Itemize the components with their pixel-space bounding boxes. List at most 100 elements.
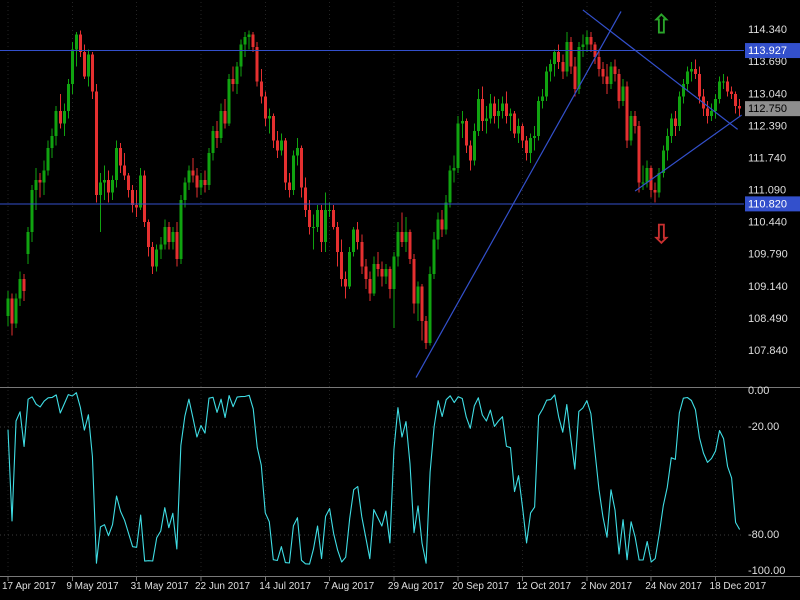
oscillator-axis-label: -80.00 xyxy=(748,529,779,541)
candle-down xyxy=(693,69,697,75)
horizontal-level-lines[interactable] xyxy=(0,50,744,205)
oscillator-axis-label: 0.00 xyxy=(748,385,769,397)
candle-up xyxy=(472,130,476,161)
candle-down xyxy=(525,140,529,154)
candle-down xyxy=(303,187,307,210)
trend-line[interactable] xyxy=(415,11,622,378)
candle-up xyxy=(549,64,553,72)
candle-up xyxy=(533,135,537,139)
candle-up xyxy=(428,273,432,344)
candle-down xyxy=(388,269,392,289)
candle-down xyxy=(464,120,468,146)
candle-down xyxy=(195,175,199,188)
level-price-badge-label: 113.927 xyxy=(748,45,787,57)
candle-down xyxy=(123,165,127,176)
candle-down xyxy=(440,219,444,230)
candle-down xyxy=(283,140,287,183)
candle-down xyxy=(259,81,263,97)
candle-up xyxy=(444,202,448,230)
candle-down xyxy=(605,76,609,84)
price-axis-label: 113.040 xyxy=(748,88,787,100)
candle-down xyxy=(147,222,151,247)
time-axis-label: 31 May 2017 xyxy=(131,581,189,592)
candle-up xyxy=(484,118,488,121)
candle-up xyxy=(352,229,356,252)
candle-up xyxy=(50,135,54,149)
candle-up xyxy=(714,98,718,112)
candle-down xyxy=(356,229,360,242)
candle-up xyxy=(227,79,231,124)
candle-down xyxy=(336,227,340,252)
candle-up xyxy=(565,42,569,72)
candle-down xyxy=(400,232,404,242)
down-arrow-icon[interactable]: ⇩ xyxy=(650,219,673,250)
candle-up xyxy=(621,86,625,102)
candle-down xyxy=(271,116,275,141)
axes: 114.340 113.690 113.040 112.390 111.740 111.0… xyxy=(0,24,800,592)
candle-up xyxy=(448,170,452,203)
candle-up xyxy=(66,83,70,112)
candle-down xyxy=(58,111,62,124)
candle-up xyxy=(689,69,693,72)
trend-lines[interactable] xyxy=(415,9,742,378)
candle-up xyxy=(155,249,159,267)
candle-up xyxy=(392,256,396,289)
candle-down xyxy=(127,175,131,191)
candle-up xyxy=(139,175,143,208)
candle-up xyxy=(70,49,74,84)
candle-up xyxy=(183,182,187,200)
candle-down xyxy=(255,46,259,82)
trend-line[interactable] xyxy=(634,114,742,192)
candle-up xyxy=(517,125,521,134)
candle-up xyxy=(657,172,661,193)
candle-down xyxy=(143,175,147,223)
candle-down xyxy=(561,61,565,72)
price-axis-label: 112.390 xyxy=(748,120,787,132)
signal-arrows[interactable]: ⇧⇩ xyxy=(650,10,673,251)
candle-down xyxy=(364,266,368,279)
time-axis-label: 12 Oct 2017 xyxy=(517,581,572,592)
candle-down xyxy=(521,125,525,141)
level-price-badge xyxy=(745,196,800,212)
candle-up xyxy=(456,123,460,168)
trend-line[interactable] xyxy=(582,9,738,130)
up-arrow-icon[interactable]: ⇧ xyxy=(650,10,673,41)
time-axis-label: 17 Apr 2017 xyxy=(2,581,56,592)
candle-up xyxy=(665,135,669,151)
candle-up xyxy=(159,244,163,250)
candle-up xyxy=(476,98,480,131)
time-axis-label: 24 Nov 2017 xyxy=(645,581,702,592)
candle-up xyxy=(171,232,175,242)
price-axis-label: 110.440 xyxy=(748,217,787,229)
candle-up xyxy=(496,111,500,117)
candlesticks xyxy=(6,30,742,349)
price-axis-label: 114.340 xyxy=(748,24,787,36)
candle-up xyxy=(677,96,681,126)
candle-down xyxy=(82,51,86,77)
candle-down xyxy=(119,148,123,166)
candle-up xyxy=(30,190,34,233)
candle-up xyxy=(187,170,191,183)
candle-up xyxy=(86,54,90,77)
grid-lines xyxy=(7,2,717,575)
price-axis-label: 111.740 xyxy=(748,152,786,164)
candle-down xyxy=(203,180,207,186)
candle-up xyxy=(645,167,649,183)
candle-up xyxy=(537,101,541,136)
candle-up xyxy=(577,46,581,89)
level-price-badge-label: 110.820 xyxy=(748,198,787,210)
candle-up xyxy=(609,66,613,84)
candle-up xyxy=(291,155,295,191)
candle-down xyxy=(673,118,677,126)
candle-down xyxy=(492,103,496,117)
candle-down xyxy=(468,145,472,161)
candle-down xyxy=(38,180,42,183)
candle-up xyxy=(432,239,436,274)
candle-down xyxy=(78,34,82,52)
candle-down xyxy=(697,74,701,97)
candle-down xyxy=(613,66,617,75)
candle-up xyxy=(54,111,58,136)
candle-down xyxy=(10,298,14,324)
